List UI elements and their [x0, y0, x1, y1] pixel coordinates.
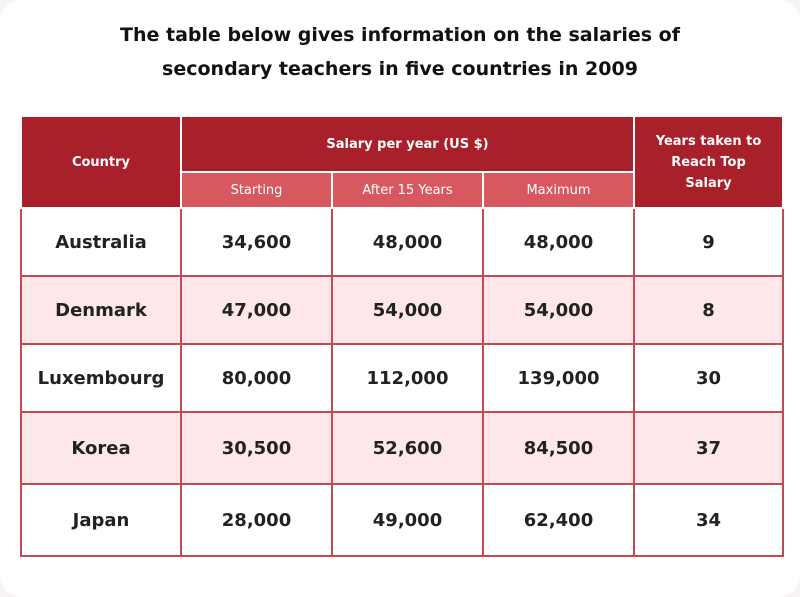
salary-table: Country Salary per year (US $) Years tak… — [20, 115, 785, 557]
cell-maximum: 139,000 — [481, 343, 636, 413]
table-row: Australia 34,600 48,000 48,000 9 — [20, 207, 785, 277]
cell-years: 9 — [633, 207, 785, 277]
table-row: Korea 30,500 52,600 84,500 37 — [20, 411, 785, 485]
cell-years: 34 — [633, 483, 785, 557]
cell-after15: 112,000 — [331, 343, 484, 413]
title-line-1: The table below gives information on the… — [120, 24, 680, 46]
subheader-row: Starting After 15 Years Maximum — [21, 171, 783, 209]
cell-starting: 80,000 — [180, 343, 333, 413]
title-line-2: secondary teachers in five countries in … — [162, 58, 638, 80]
table-row: Denmark 47,000 54,000 54,000 8 — [20, 275, 785, 345]
cell-after15: 48,000 — [331, 207, 484, 277]
cell-country: Denmark — [20, 275, 182, 345]
table-row: Luxembourg 80,000 112,000 139,000 30 — [20, 343, 785, 413]
header-country: Country — [20, 115, 182, 209]
cell-maximum: 54,000 — [481, 275, 636, 345]
cell-maximum: 62,400 — [481, 483, 636, 557]
cell-after15: 54,000 — [331, 275, 484, 345]
cell-after15: 52,600 — [331, 411, 484, 485]
cell-country: Japan — [20, 483, 182, 557]
header-row: Country Salary per year (US $) Years tak… — [20, 115, 785, 209]
cell-country: Australia — [20, 207, 182, 277]
header-starting: Starting — [180, 171, 333, 209]
cell-years: 30 — [633, 343, 785, 413]
cell-country: Luxembourg — [20, 343, 182, 413]
header-years-line-3: Salary — [685, 175, 732, 191]
cell-years: 8 — [633, 275, 785, 345]
header-after15: After 15 Years — [331, 171, 484, 209]
cell-maximum: 84,500 — [481, 411, 636, 485]
cell-country: Korea — [20, 411, 182, 485]
header-salary-group: Salary per year (US $) — [179, 115, 636, 173]
header-maximum: Maximum — [481, 171, 636, 209]
page-title: The table below gives information on the… — [60, 18, 740, 86]
cell-after15: 49,000 — [331, 483, 484, 557]
cell-years: 37 — [633, 411, 785, 485]
cell-starting: 30,500 — [180, 411, 333, 485]
cell-maximum: 48,000 — [481, 207, 636, 277]
header-years-line-1: Years taken to — [655, 133, 762, 149]
table-row: Japan 28,000 49,000 62,400 34 — [20, 483, 785, 557]
cell-starting: 28,000 — [180, 483, 333, 557]
header-years-line-2: Reach Top — [671, 154, 746, 170]
cell-starting: 34,600 — [180, 207, 333, 277]
cell-starting: 47,000 — [180, 275, 333, 345]
header-years: Years taken to Reach Top Salary — [633, 115, 785, 209]
